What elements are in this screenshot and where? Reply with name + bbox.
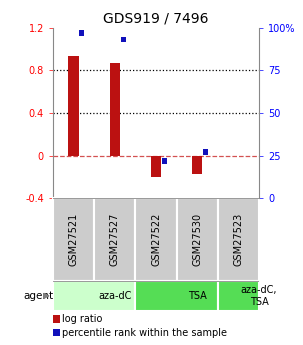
Bar xyxy=(177,198,218,281)
Bar xyxy=(68,57,79,156)
Bar xyxy=(203,149,208,155)
Bar xyxy=(110,63,120,156)
Bar xyxy=(192,156,202,174)
Bar xyxy=(53,281,135,310)
Text: GSM27527: GSM27527 xyxy=(110,213,120,266)
Title: GDS919 / 7496: GDS919 / 7496 xyxy=(103,11,209,25)
Bar xyxy=(135,198,177,281)
Bar xyxy=(162,158,167,164)
Text: aza-dC,
TSA: aza-dC, TSA xyxy=(241,285,277,307)
Text: GSM27521: GSM27521 xyxy=(68,213,79,266)
Bar xyxy=(79,30,84,36)
Text: percentile rank within the sample: percentile rank within the sample xyxy=(62,328,227,337)
Bar xyxy=(121,37,125,42)
Bar xyxy=(218,198,259,281)
Text: aza-dC: aza-dC xyxy=(98,291,132,301)
Bar xyxy=(53,198,94,281)
Bar xyxy=(135,281,218,310)
Text: GSM27523: GSM27523 xyxy=(233,213,244,266)
Bar xyxy=(53,329,60,336)
Text: GSM27530: GSM27530 xyxy=(192,213,202,266)
Text: GSM27522: GSM27522 xyxy=(151,213,161,266)
Bar xyxy=(151,156,161,177)
Bar xyxy=(218,281,259,310)
Text: TSA: TSA xyxy=(188,291,207,301)
Text: log ratio: log ratio xyxy=(62,314,102,324)
Bar xyxy=(94,198,135,281)
Text: agent: agent xyxy=(23,291,53,301)
Bar xyxy=(53,315,60,323)
